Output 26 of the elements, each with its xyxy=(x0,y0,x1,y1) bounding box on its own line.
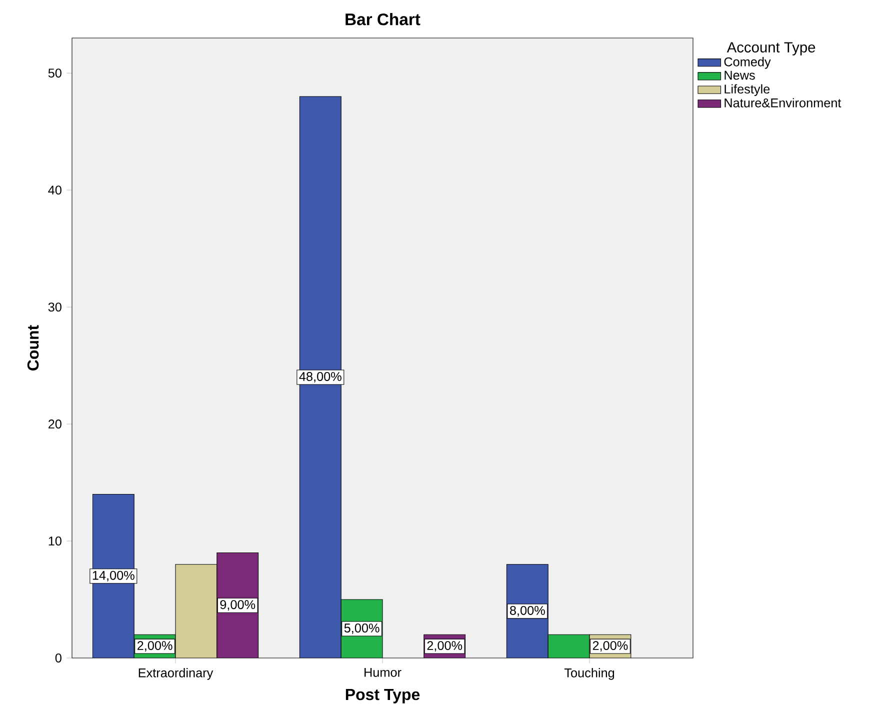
data-label: 14,00% xyxy=(92,570,134,582)
y-axis-title: Count xyxy=(27,325,39,370)
y-tick-label: 50 xyxy=(48,68,62,78)
legend-label: Nature&Environment xyxy=(724,98,842,108)
data-label: 48,00% xyxy=(299,372,342,382)
x-tick-label: Humor xyxy=(364,668,402,677)
data-label: 9,00% xyxy=(220,600,256,611)
y-tick-label: 20 xyxy=(48,420,62,429)
y-tick-label: 40 xyxy=(48,186,62,195)
x-axis-title: Post Type xyxy=(346,689,420,704)
legend-label: Comedy xyxy=(724,57,771,69)
y-tick-label: 30 xyxy=(48,302,62,312)
chart-title: Bar Chart xyxy=(346,13,420,26)
x-tick-label: Touching xyxy=(564,668,614,680)
data-label: 2,00% xyxy=(427,641,462,652)
legend-label: News xyxy=(724,70,755,80)
data-label: 2,00% xyxy=(137,641,172,652)
legend-title: Account Type xyxy=(726,42,816,56)
data-label: 5,00% xyxy=(344,624,380,634)
x-tick-label: Extraordinary xyxy=(138,668,214,680)
y-tick-label: 0 xyxy=(55,654,62,662)
data-label: 2,00% xyxy=(592,641,628,652)
bar xyxy=(175,564,218,658)
legend-label: Lifestyle xyxy=(724,84,770,96)
data-label: 8,00% xyxy=(510,606,545,616)
y-tick-label: 10 xyxy=(48,536,62,546)
